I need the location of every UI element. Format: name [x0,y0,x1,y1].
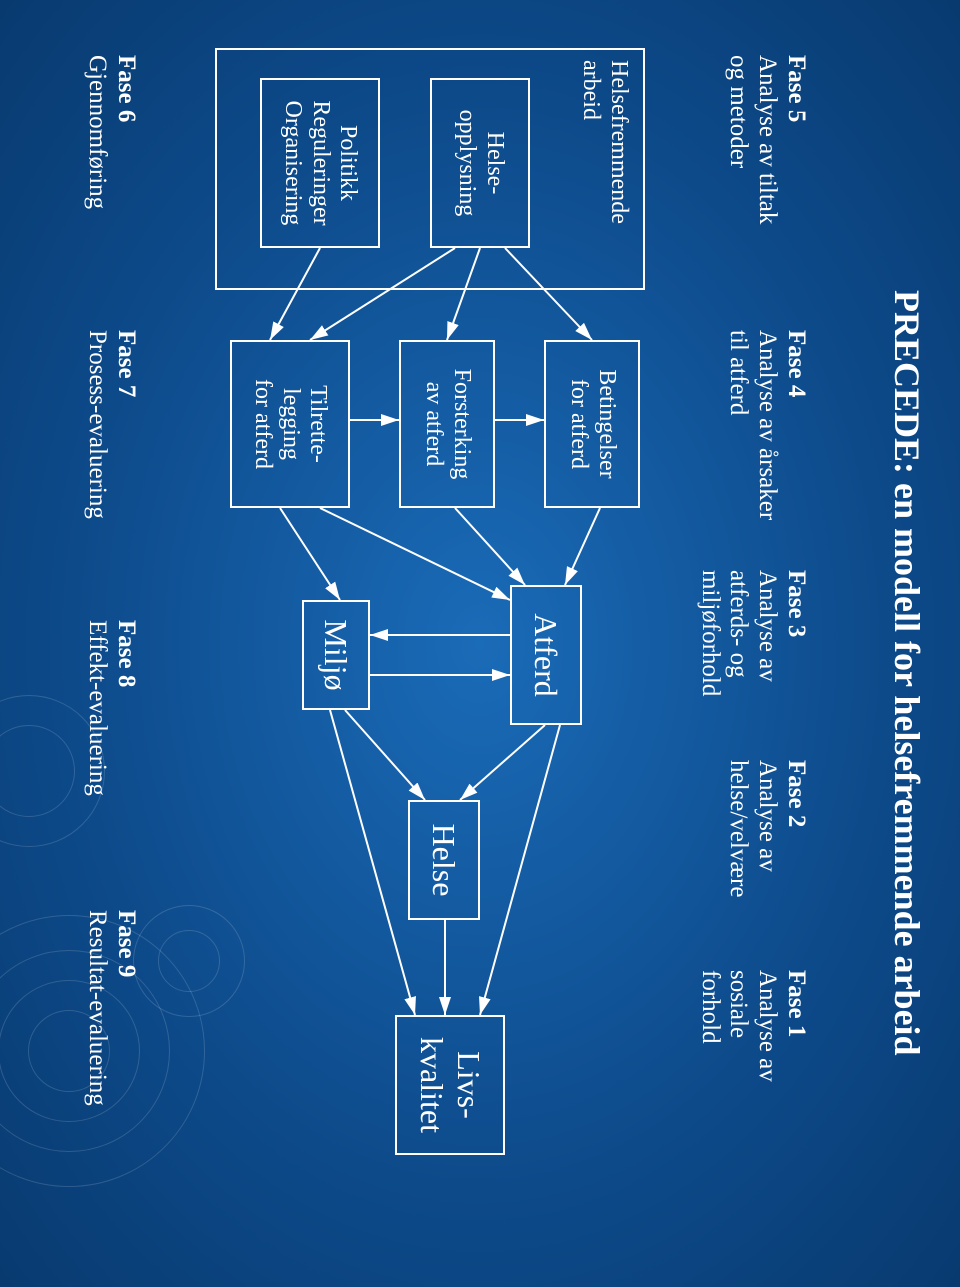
phase-label: Fase 1Analyse av sosiale forhold [695,970,810,1082]
node-atferd: Atferd [510,585,582,725]
phase-label: Fase 6Gjennomføring [83,55,141,209]
phase-description: Analyse av atferds- og miljøforhold [695,570,781,696]
node-livskval: Livs- kvalitet [395,1015,505,1155]
phase-description: Resultat-evaluering [83,910,112,1106]
phase-description: Analyse av helse/velvære [724,760,782,897]
arrow [480,725,560,1015]
arrow [460,725,545,800]
arrow [320,508,510,600]
phase-label: Fase 9Resultat-evaluering [83,910,141,1106]
phase-title: Fase 4 [781,330,810,520]
diagram-stage: PRECEDE: en modell for helsefremmende ar… [0,0,960,1287]
arrow [330,710,415,1015]
arrow [280,508,340,600]
phase-title: Fase 8 [111,620,140,796]
phase-description: Analyse av årsaker til atferd [724,330,782,520]
phase-title: Fase 9 [111,910,140,1106]
phase-label: Fase 7Prosess-evaluering [83,330,141,519]
node-helseopp: Helse- opplysning [430,78,530,248]
node-helse: Helse [408,800,480,920]
phase-title: Fase 2 [781,760,810,897]
node-miljo: Miljø [302,600,370,710]
ripple-circle [0,725,75,817]
phase-label: Fase 8Effekt-evaluering [83,620,141,796]
ripple-circle [133,905,245,1017]
phase-description: Analyse av tiltak og metoder [724,55,782,224]
phase-label: Fase 4Analyse av årsaker til atferd [724,330,810,520]
phase-title: Fase 5 [781,55,810,224]
phase-description: Gjennomføring [83,55,112,209]
phase-label: Fase 2Analyse av helse/velvære [724,760,810,897]
outer-container-label: Helsefremmende arbeid [577,60,632,224]
phase-description: Analyse av sosiale forhold [695,970,781,1082]
phase-label: Fase 3Analyse av atferds- og miljøforhol… [695,570,810,696]
node-betingelser: Betingelser for atferd [544,340,640,508]
phase-title: Fase 7 [111,330,140,519]
page-title: PRECEDE: en modell for helsefremmende ar… [886,290,928,1056]
phase-label: Fase 5Analyse av tiltak og metoder [724,55,810,224]
node-forsterking: Forsterking av atferd [399,340,495,508]
phase-title: Fase 1 [781,970,810,1082]
phase-title: Fase 3 [781,570,810,696]
node-tilrette: Tilrette- legging for atferd [230,340,350,508]
node-politikk: Politikk Reguleringer Organisering [260,78,380,248]
phase-title: Fase 6 [111,55,140,209]
arrow [455,508,525,585]
ripple-circle [158,930,220,992]
arrow [345,710,425,800]
arrow [565,508,600,585]
phase-description: Prosess-evaluering [83,330,112,519]
phase-description: Effekt-evaluering [83,620,112,796]
